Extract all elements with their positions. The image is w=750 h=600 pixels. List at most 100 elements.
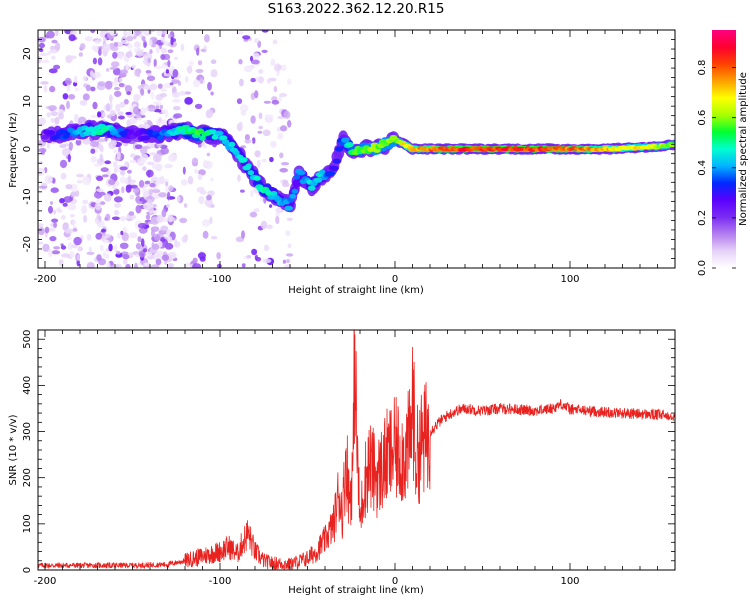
spectrogram-speckle — [114, 86, 120, 91]
spectrogram-speckle — [250, 77, 256, 83]
spectrogram-speckle — [38, 147, 47, 153]
spectrogram-speckle — [73, 75, 78, 84]
spectrogram-speckle — [149, 182, 156, 188]
spectrogram-speckle — [51, 39, 58, 44]
spectrogram-speckle — [145, 251, 152, 257]
spectrogram-ridge-cell — [245, 163, 252, 169]
spectrogram-speckle — [50, 187, 59, 193]
spectrogram-y-tick-label: 10 — [22, 95, 33, 108]
spectrogram-ridge-cell — [330, 165, 339, 171]
spectrogram-speckle — [172, 91, 180, 98]
spectrogram-speckle — [117, 232, 121, 239]
spectrogram-speckle — [110, 46, 119, 52]
spectrogram-speckle — [128, 211, 135, 216]
spectrogram-x-label: Height of straight line (km) — [288, 285, 424, 296]
spectrogram-speckle — [126, 169, 132, 174]
spectrogram-speckle — [72, 219, 76, 225]
spectrogram-speckle — [168, 251, 177, 260]
spectrogram-speckle — [114, 209, 120, 216]
spectrogram-speckle — [53, 246, 61, 250]
spectrogram-speckle — [119, 176, 126, 184]
spectrogram-speckle — [49, 85, 56, 93]
spectrogram-speckle — [114, 77, 119, 83]
spectrogram-ridge-cell — [241, 157, 248, 163]
spectrogram-speckle — [150, 264, 160, 268]
spectrogram-speckle — [129, 117, 138, 125]
spectrogram-speckle — [158, 117, 163, 123]
spectrogram-speckle — [117, 111, 124, 116]
spectrogram-speckle — [160, 225, 169, 232]
spectrogram-speckle — [280, 125, 288, 132]
spectrogram-speckle — [154, 233, 161, 241]
spectrogram-speckle — [132, 188, 140, 193]
spectrogram-speckle — [241, 263, 246, 268]
spectrogram-speckle — [134, 144, 143, 150]
spectrogram-speckle — [82, 199, 89, 205]
spectrogram-speckle — [76, 259, 80, 267]
spectrogram-speckle — [160, 47, 167, 54]
spectrogram-speckle — [52, 177, 56, 184]
spectrogram-speckle — [143, 41, 147, 48]
spectrogram-speckle — [167, 33, 172, 39]
spectrogram-speckle — [48, 205, 53, 214]
spectrogram-ridge-cell — [291, 188, 299, 194]
spectrogram-speckle — [126, 215, 130, 220]
spectrogram-speckle — [258, 125, 264, 130]
spectrogram-speckle — [145, 169, 154, 178]
spectrogram-speckle — [149, 49, 153, 54]
spectrogram-speckle — [97, 38, 102, 42]
snr-x-tick-label: 100 — [560, 576, 579, 587]
spectrogram-speckle — [277, 65, 282, 70]
spectrogram-speckle — [113, 81, 119, 87]
spectrogram-speckle — [250, 59, 260, 65]
spectrogram-speckle — [167, 49, 174, 53]
spectrogram-speckle — [286, 259, 290, 264]
spectrogram-speckle — [277, 132, 284, 140]
spectrogram-speckle — [51, 218, 59, 223]
spectrogram-speckle — [38, 56, 42, 64]
spectrogram-speckle — [108, 141, 116, 150]
spectrogram-speckle — [168, 185, 174, 192]
spectrogram-speckle — [138, 180, 145, 188]
spectrogram-speckle — [133, 93, 140, 103]
snr-x-tick-label: -100 — [209, 576, 232, 587]
spectrogram-speckle — [261, 49, 268, 54]
spectrogram-speckle — [50, 117, 55, 123]
spectrogram-speckle — [69, 214, 76, 218]
spectrogram-speckle — [136, 73, 141, 77]
spectrogram-speckle — [140, 147, 148, 155]
spectrogram-speckle — [49, 46, 57, 51]
spectrogram-speckle — [136, 50, 144, 57]
snr-ticks: -200 -100 0 100 0 100 200 300 400 500 — [22, 329, 676, 587]
spectrogram-speckle — [258, 112, 263, 120]
spectrogram-speckle — [118, 115, 125, 120]
snr-y-tick-label: 100 — [22, 514, 33, 533]
spectrogram-speckle — [90, 86, 96, 92]
spectrogram-speckle — [169, 82, 174, 86]
spectrogram-speckle — [101, 43, 111, 53]
spectrogram-speckle — [59, 198, 65, 204]
spectrogram-speckle — [61, 215, 66, 220]
spectrogram-speckle — [79, 43, 86, 50]
spectrogram-speckle — [47, 227, 56, 232]
spectrogram-speckle — [113, 203, 122, 208]
spectrogram-speckle — [173, 106, 181, 111]
spectrogram-speckle — [38, 227, 45, 236]
spectrogram-speckle — [110, 265, 115, 268]
spectrogram-speckle — [165, 186, 170, 194]
spectrogram-speckle — [272, 39, 278, 45]
spectrogram-speckle — [63, 222, 69, 227]
spectrogram-speckle — [119, 101, 126, 108]
spectrogram-speckle — [67, 153, 71, 163]
spectrogram-speckle — [211, 236, 218, 240]
spectrogram-ridge-cell — [293, 174, 301, 180]
spectrogram-speckle — [104, 160, 111, 165]
spectrogram-speckle — [196, 47, 200, 56]
spectrogram-speckle — [184, 76, 189, 83]
spectrogram-speckle — [76, 254, 80, 262]
spectrogram-speckle — [206, 152, 211, 157]
spectrogram-speckle — [68, 141, 74, 151]
spectrogram-speckle — [170, 36, 174, 46]
spectrogram-speckle — [96, 254, 102, 262]
